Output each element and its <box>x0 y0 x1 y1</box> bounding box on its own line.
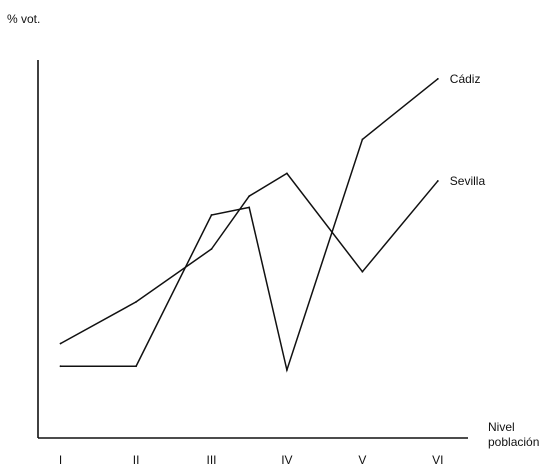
x-tick-label-ii: II <box>133 453 140 465</box>
series-label-sevilla: Sevilla <box>450 174 486 188</box>
series-label-cadiz: Cádiz <box>450 72 481 86</box>
x-tick-labels: I II III IV V VI <box>59 453 444 465</box>
data-point-cadiz-6 <box>361 138 364 141</box>
data-point-sevilla-6 <box>361 270 364 273</box>
x-tick-label-vi: VI <box>432 453 443 465</box>
x-tick-label-v: V <box>358 453 366 465</box>
x-tick-label-iv: IV <box>281 453 292 465</box>
data-point-cadiz-4 <box>248 206 251 209</box>
data-point-sevilla-5 <box>286 172 288 175</box>
data-point-cadiz-5 <box>286 369 288 371</box>
data-point-cadiz-7 <box>436 78 439 80</box>
data-point-sevilla-7 <box>436 180 439 182</box>
data-point-cadiz-1 <box>59 365 62 368</box>
data-point-cadiz-2 <box>135 365 138 368</box>
x-tick-label-i: I <box>59 453 62 465</box>
series-layer <box>59 77 439 373</box>
x-axis-label-line-2: población <box>488 435 539 449</box>
data-point-sevilla-1 <box>59 342 62 345</box>
data-point-sevilla-4 <box>248 195 251 198</box>
series-labels: Cádiz Sevilla <box>450 72 486 188</box>
x-tick-label-iii: III <box>206 453 216 465</box>
data-point-sevilla-3 <box>210 248 213 250</box>
y-axis-label: % vot. <box>7 12 40 26</box>
data-point-sevilla-2 <box>135 301 138 303</box>
data-point-cadiz-3 <box>210 214 213 216</box>
series-line-sevilla <box>59 172 439 345</box>
series-line-cadiz <box>59 77 439 373</box>
x-axis-label-line-1: Nivel <box>488 420 515 434</box>
